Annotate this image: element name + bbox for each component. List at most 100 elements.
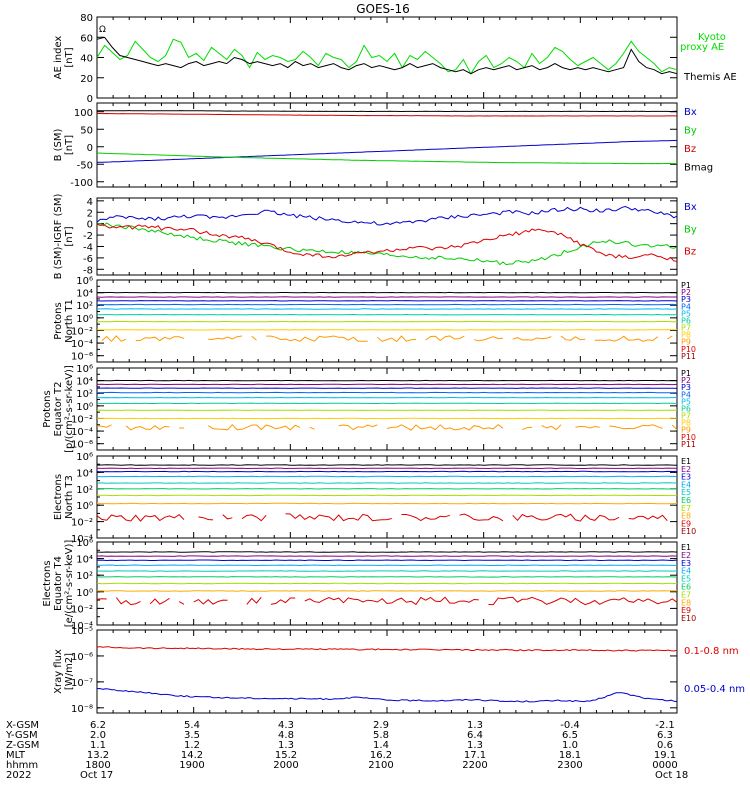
legend-entry: E1	[681, 543, 691, 552]
legend-entry: By	[684, 126, 697, 137]
y-axis-label: Equator T4	[53, 556, 64, 611]
legend-entry: E4	[681, 480, 691, 489]
orbit-value: 15.2	[275, 750, 297, 761]
orbit-value: 6.2	[90, 720, 106, 731]
y-tick-label: 10⁰	[76, 588, 93, 599]
y-axis-label: Electrons	[42, 560, 53, 606]
y-tick-label: 100	[74, 108, 93, 119]
orbit-value: 1.0	[562, 740, 578, 751]
legend-entry: E3	[681, 473, 691, 482]
y-tick-label: 4	[87, 197, 93, 208]
series-line-E5	[96, 482, 678, 484]
y-tick-label: 0	[87, 220, 93, 231]
legend-entry: E10	[681, 614, 696, 623]
series-line	[97, 110, 678, 113]
orbit-value: 2300	[557, 760, 582, 771]
legend-entry: Bz	[684, 247, 696, 258]
legend-entry: P1	[681, 369, 691, 378]
orbit-value: 6.5	[562, 730, 578, 741]
orbit-value: 6.3	[657, 730, 673, 741]
y-axis-label: [nT]	[64, 47, 75, 67]
orbit-value: 14.2	[181, 750, 203, 761]
series-line-E8	[96, 590, 677, 592]
orbit-value: 2.0	[90, 730, 106, 741]
y-tick-label: 10⁻⁶	[71, 352, 93, 363]
orbit-value: 18.1	[559, 750, 581, 761]
orbit-value: 16.2	[370, 750, 392, 761]
orbit-value: 1.2	[184, 740, 200, 751]
legend-entry: E5	[681, 575, 691, 584]
legend-entry: 0.1-0.8 nm	[684, 646, 739, 657]
y-tick-label: 20	[80, 74, 93, 85]
y-tick-label: 10⁻⁷	[71, 678, 93, 689]
legend-entry: E8	[681, 598, 691, 607]
series-line-E3	[96, 559, 678, 562]
orbit-value: 0000	[652, 760, 677, 771]
series-line	[97, 112, 678, 117]
series-line	[96, 223, 678, 262]
series-line-E2	[96, 555, 678, 557]
legend-entry: E6	[681, 583, 691, 592]
legend-entry: Kyoto	[698, 32, 726, 43]
legend-entry: P9	[681, 338, 691, 347]
orbit-row-label: MLT	[6, 750, 26, 761]
legend-entry: P4	[681, 302, 691, 311]
y-tick-label: -8	[83, 265, 93, 276]
y-tick-label: 10⁶	[76, 452, 93, 463]
orbit-value: 1.3	[278, 740, 294, 751]
legend-entry: P10	[681, 345, 696, 354]
series-line	[96, 646, 678, 652]
y-tick-label: 10⁶	[76, 276, 93, 287]
y-tick-label: 10²	[76, 571, 93, 582]
y-axis-label: Protons	[53, 302, 64, 339]
y-tick-label: 10⁰	[76, 402, 93, 413]
legend-entry: E7	[681, 504, 691, 513]
legend-entry: P2	[681, 376, 691, 385]
panel-annotation: Ω	[99, 25, 106, 35]
legend-entry: Bz	[684, 144, 696, 155]
y-tick-label: -6	[83, 254, 93, 265]
y-tick-label: 10²	[76, 389, 93, 400]
end-date-label: Oct 18	[655, 770, 688, 781]
y-tick-label: -100	[70, 178, 93, 189]
orbit-value: 2100	[368, 760, 393, 771]
y-tick-label: -2	[83, 231, 93, 242]
y-tick-label: 10⁻⁴	[71, 339, 93, 350]
y-tick-label: -50	[77, 160, 93, 171]
orbit-row-label: hhmm	[6, 760, 38, 771]
y-tick-label: 10⁰	[76, 501, 93, 512]
orbit-value: 19.1	[654, 750, 676, 761]
y-tick-label: 10⁻⁴	[71, 621, 93, 632]
y-axis-label: Xray flux	[53, 649, 64, 694]
series-line-E3	[96, 470, 678, 473]
y-tick-label: 50	[80, 125, 93, 136]
y-tick-label: 0	[87, 94, 93, 105]
y-axis-label: [nT]	[64, 226, 75, 246]
y-tick-label: 10⁻⁶	[71, 440, 93, 451]
series-line	[96, 36, 678, 75]
orbit-value: 6.4	[467, 730, 483, 741]
y-axis-label: Electrons	[53, 474, 64, 520]
legend-entry: E4	[681, 567, 691, 576]
y-axis-label: [nT]	[64, 135, 75, 155]
legend-entry: E7	[681, 590, 691, 599]
legend-entry: P6	[681, 404, 691, 413]
y-axis-label: North T1	[64, 299, 75, 343]
series-line-E4	[97, 564, 677, 567]
legend-entry: Themis AE	[683, 72, 737, 83]
y-tick-label: 2	[87, 208, 93, 219]
orbit-value: -0.4	[560, 720, 580, 731]
series-line	[96, 222, 678, 266]
series-line-E7	[97, 494, 678, 497]
y-tick-label: 10⁻²	[71, 518, 93, 529]
y-tick-label: 0	[87, 143, 93, 154]
year-label: 2022	[6, 770, 31, 781]
legend-entry: P8	[681, 419, 691, 428]
series-line-E1	[96, 464, 678, 466]
y-tick-label: 10⁴	[76, 468, 93, 479]
legend-entry: P7	[681, 324, 691, 333]
